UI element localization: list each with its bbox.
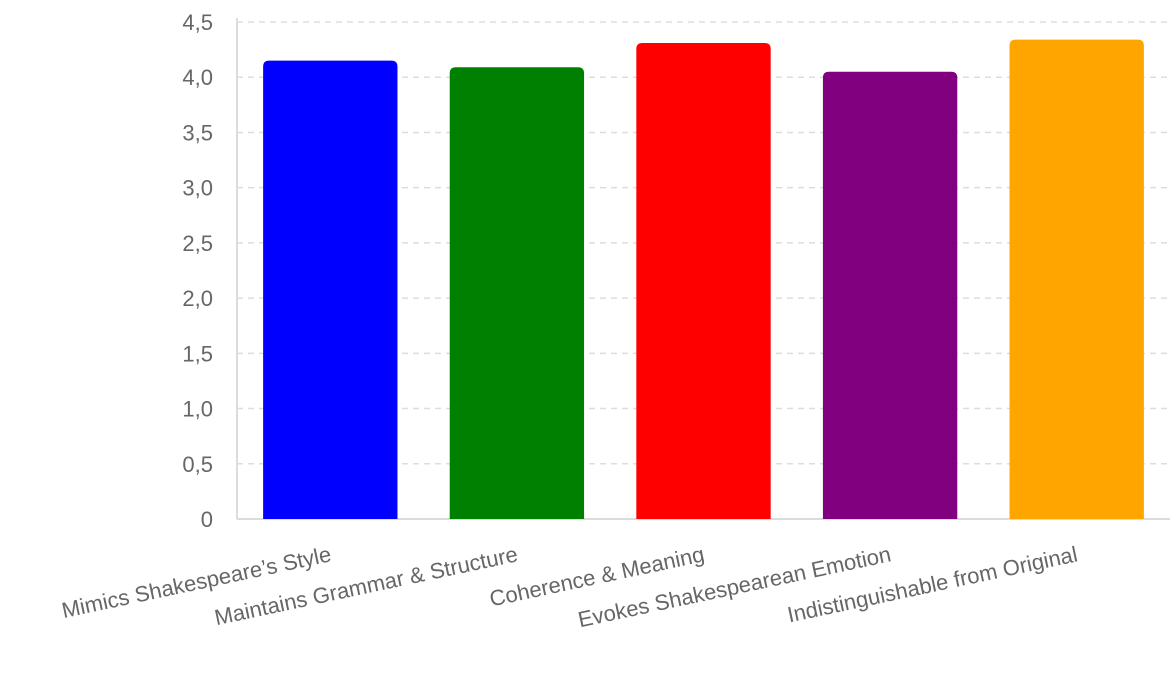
- y-axis-ticks: 0 0,5 1,0 1,5 2,0 2,5 3,0 3,5 4,0 4,5: [182, 10, 213, 532]
- x-tick-label: Evokes Shakespearean Emotion: [576, 541, 893, 632]
- bar: [822, 71, 958, 519]
- y-tick-label: 4,0: [182, 65, 213, 90]
- bar: [636, 42, 771, 520]
- y-tick-label: 2,0: [182, 286, 213, 311]
- y-tick-label: 1,5: [182, 341, 213, 366]
- y-tick-label: 3,5: [182, 120, 213, 145]
- y-tick-label: 1,0: [182, 397, 213, 422]
- y-tick-label: 2,5: [182, 231, 213, 256]
- y-tick-label: 0: [201, 507, 213, 532]
- bar: [449, 67, 585, 519]
- x-tick-label: Maintains Grammar & Structure: [212, 541, 520, 630]
- bars: [263, 39, 1144, 520]
- y-tick-label: 3,0: [182, 176, 213, 201]
- y-tick-label: 4,5: [182, 10, 213, 35]
- bar: [1009, 39, 1144, 519]
- bar: [263, 60, 398, 520]
- y-tick-label: 0,5: [182, 452, 213, 477]
